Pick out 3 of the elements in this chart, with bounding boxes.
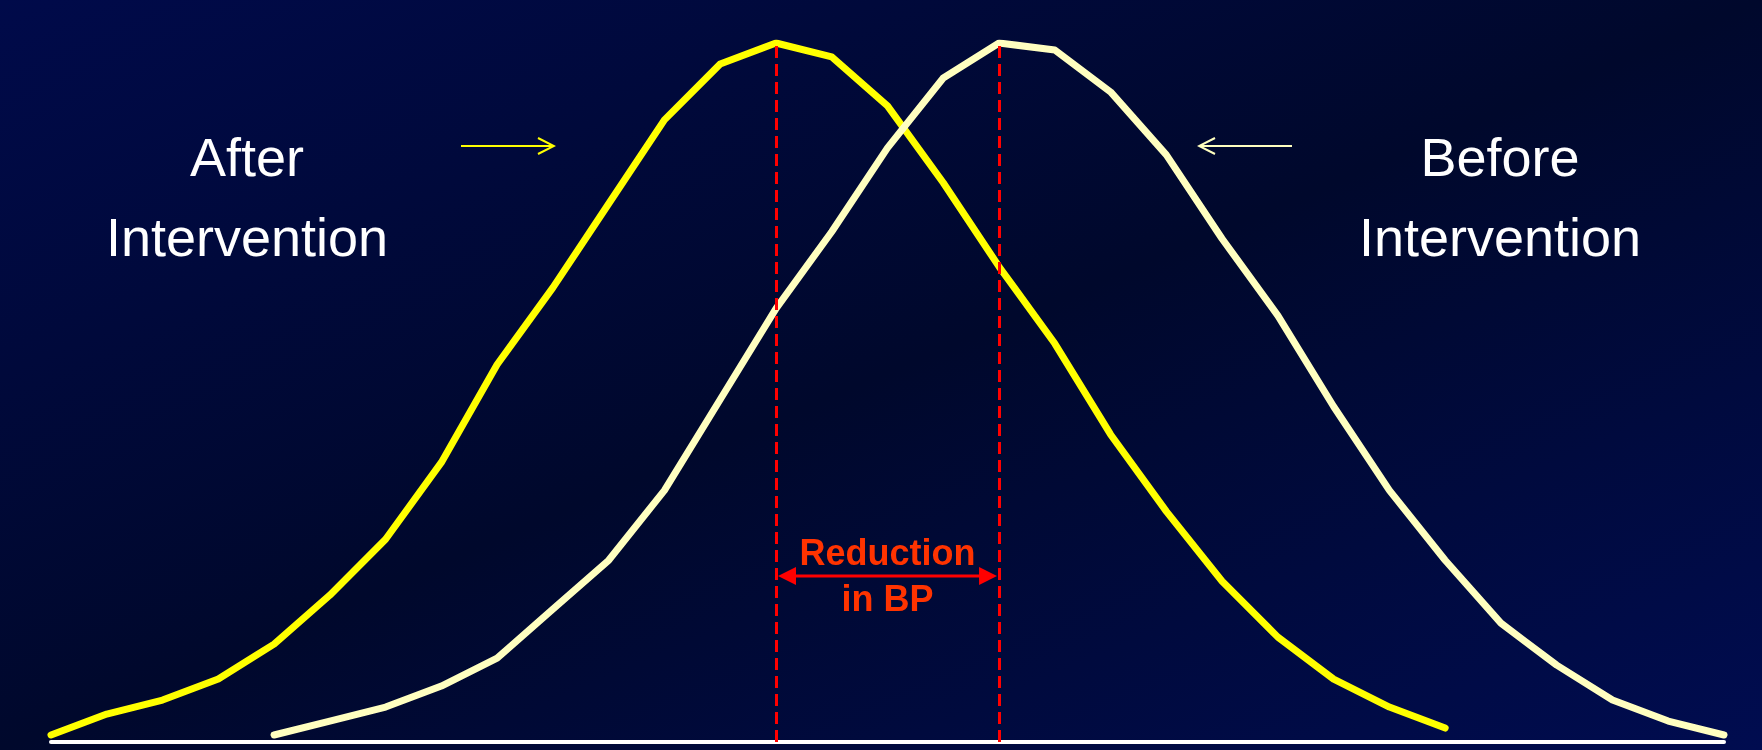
annotation: After Intervention (105, 127, 389, 267)
annotation: Before Intervention (1358, 127, 1642, 267)
annotation: Reduction in BP (799, 532, 976, 620)
